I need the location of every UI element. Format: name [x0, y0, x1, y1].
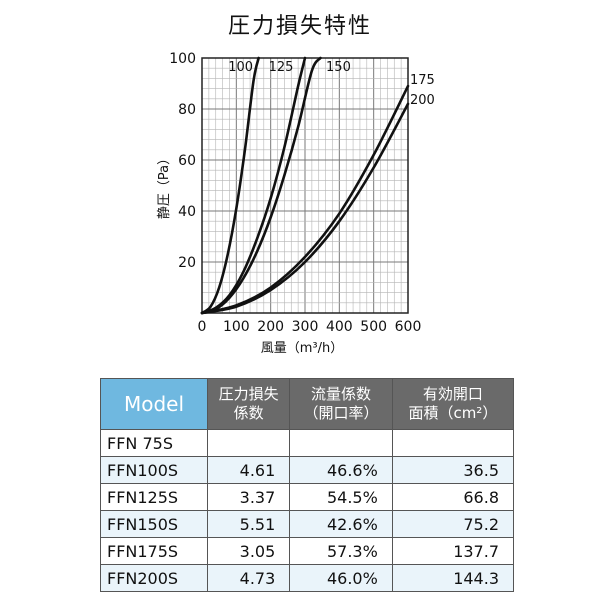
- cell-model: FFN200S: [100, 564, 208, 592]
- header-text: 係数: [233, 404, 264, 422]
- cell-coef: [206, 429, 291, 457]
- header-text: 圧力損失: [218, 385, 279, 403]
- cell-flow: 46.0%: [289, 564, 393, 592]
- cell-flow: 46.6%: [289, 456, 393, 484]
- x-tick-label: 300: [292, 319, 319, 335]
- cell-flow: 57.3%: [289, 537, 393, 565]
- series-label-150: 150: [326, 60, 351, 75]
- cell-model: FFN125S: [100, 483, 208, 511]
- pressure-loss-chart: 0 100 200 300 400 500 600 20 40 60 80 100 風量（m³/h） 静圧…: [157, 51, 435, 356]
- header-model: Model: [100, 378, 208, 430]
- x-tick-label: 500: [360, 319, 387, 335]
- header-text: 面積（cm²）: [408, 404, 498, 422]
- cell-area: 137.7: [391, 537, 515, 565]
- table-row: FFN175S 3.05 57.3% 137.7: [100, 537, 515, 565]
- chart-labels: 0 100 200 300 400 500 600 20 40 60 80 100 風量（m³/h） 静圧…: [157, 51, 435, 356]
- cell-flow: 42.6%: [289, 510, 393, 538]
- table-header-row: Model 圧力損失 係数 流量係数 （開口率） 有効開口 面積（cm²）: [100, 378, 515, 430]
- y-tick-label: 60: [178, 153, 196, 169]
- x-tick-label: 200: [257, 319, 284, 335]
- header-effective-area: 有効開口 面積（cm²）: [391, 378, 515, 430]
- series-line-100: [200, 56, 260, 315]
- table-row: FFN 75S: [100, 429, 515, 457]
- cell-model: FFN100S: [100, 456, 208, 484]
- cell-area: [391, 429, 515, 457]
- series-label-200: 200: [410, 93, 435, 108]
- x-tick-label: 600: [395, 319, 422, 335]
- cell-model: FFN150S: [100, 510, 208, 538]
- table-row: FFN150S 5.51 42.6% 75.2: [100, 510, 515, 538]
- series-label-100: 100: [228, 60, 253, 75]
- header-flow-coefficient: 流量係数 （開口率）: [289, 378, 393, 430]
- header-text: 有効開口: [422, 385, 483, 403]
- series-line-200: [200, 102, 410, 315]
- y-tick-label: 100: [169, 51, 196, 67]
- x-tick-label: 100: [223, 319, 250, 335]
- cell-coef: 3.05: [206, 537, 291, 565]
- header-text: 流量係数: [311, 385, 372, 403]
- y-axis-label: 静圧（Pa）: [157, 152, 172, 219]
- cell-area: 36.5: [391, 456, 515, 484]
- cell-coef: 5.51: [206, 510, 291, 538]
- y-tick-label: 40: [178, 204, 196, 220]
- cell-area: 66.8: [391, 483, 515, 511]
- table-row: FFN100S 4.61 46.6% 36.5: [100, 456, 515, 484]
- cell-area: 75.2: [391, 510, 515, 538]
- series-label-175: 175: [410, 73, 435, 88]
- cell-flow: 54.5%: [289, 483, 393, 511]
- spec-table: Model 圧力損失 係数 流量係数 （開口率） 有効開口 面積（cm²） FF…: [100, 378, 515, 592]
- header-pressure-loss-coefficient: 圧力損失 係数: [206, 378, 291, 430]
- cell-coef: 4.73: [206, 564, 291, 592]
- chart-series: [200, 56, 410, 315]
- table-row: FFN125S 3.37 54.5% 66.8: [100, 483, 515, 511]
- y-tick-label: 80: [178, 102, 196, 118]
- cell-area: 144.3: [391, 564, 515, 592]
- series-line-150: [200, 56, 322, 315]
- cell-coef: 4.61: [206, 456, 291, 484]
- x-axis-label: 風量（m³/h）: [261, 341, 344, 356]
- chart-title: 圧力損失特性: [227, 14, 372, 39]
- cell-coef: 3.37: [206, 483, 291, 511]
- table-row: FFN200S 4.73 46.0% 144.3: [100, 564, 515, 592]
- x-tick-label: 0: [198, 319, 207, 335]
- cell-model: FFN 75S: [100, 429, 208, 457]
- header-text: （開口率）: [303, 404, 379, 422]
- y-tick-label: 20: [178, 255, 196, 271]
- chart-grid: [202, 58, 408, 313]
- cell-flow: [289, 429, 393, 457]
- cell-model: FFN175S: [100, 537, 208, 565]
- series-label-125: 125: [269, 60, 294, 75]
- x-tick-label: 400: [326, 319, 353, 335]
